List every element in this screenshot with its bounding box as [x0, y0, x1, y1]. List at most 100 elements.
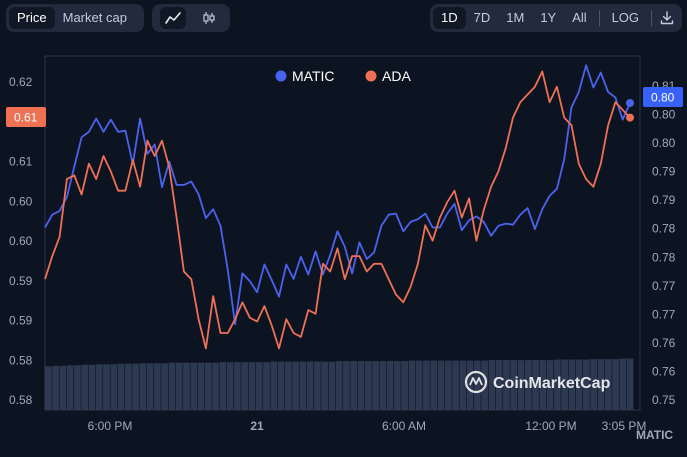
volume-bar [103, 364, 110, 410]
volume-bar [474, 360, 481, 410]
volume-bar [379, 361, 387, 410]
range-7d[interactable]: 7D [473, 10, 491, 25]
legend-ada-label: ADA [382, 68, 411, 84]
volume-bar [234, 362, 241, 410]
volume-bar [81, 364, 89, 410]
current-price-left-text: 0.61 [14, 111, 38, 125]
volume-bar [168, 362, 176, 410]
volume-bar [401, 361, 408, 410]
volume-bar [343, 361, 350, 410]
volume-bar [626, 358, 634, 410]
x-axis-tick-label: 3:05 PM [602, 419, 647, 433]
volume-bar [45, 366, 52, 410]
volume-bar [604, 359, 612, 410]
volume-bar [154, 363, 161, 410]
range-separator [598, 10, 600, 26]
range-1m[interactable]: 1M [506, 10, 525, 25]
left-axis-tick-label: 0.59 [9, 274, 33, 288]
x-axis-tick-label: 12:00 PM [525, 419, 576, 433]
volume-bar [110, 364, 118, 410]
volume-bar [452, 360, 459, 410]
current-price-right-text: 0.80 [651, 91, 675, 105]
volume-bar [524, 360, 532, 410]
coinmarketcap-logo-icon [464, 370, 488, 394]
legend-ada-marker [365, 70, 377, 82]
volume-bar [124, 363, 132, 410]
volume-bar [146, 363, 154, 410]
right-axis: 0.810.800.800.790.790.780.780.770.770.76… [652, 79, 676, 407]
volume-bar [314, 361, 321, 410]
chart-grid [44, 55, 641, 411]
volume-bar [350, 361, 358, 410]
right-axis-tick-label: 0.78 [652, 222, 676, 236]
left-axis-tick-label: 0.59 [9, 314, 33, 328]
right-axis-tick-label: 0.75 [652, 393, 676, 407]
x-axis-tick-label: 6:00 AM [382, 419, 426, 433]
volume-bar [357, 361, 365, 410]
volume-bar [284, 361, 292, 410]
volume-bar [408, 360, 416, 410]
volume-bar [197, 362, 205, 410]
volume-bar [183, 362, 190, 410]
tab-market-cap[interactable]: Market cap [62, 10, 127, 25]
candlestick-icon[interactable] [196, 7, 222, 29]
volume-bar [575, 359, 583, 410]
right-axis-unit-label: MATIC [636, 428, 673, 442]
volume-bar [561, 359, 568, 410]
line-chart-icon[interactable] [160, 7, 186, 29]
watermark-text: CoinMarketCap [493, 375, 611, 392]
left-axis-tick-label: 0.60 [9, 194, 33, 208]
legend: MATIC ADA [275, 68, 411, 84]
legend-matic-marker [275, 70, 287, 82]
volume-bar [568, 359, 576, 410]
right-axis-tick-label: 0.77 [652, 307, 676, 321]
left-axis-tick-label: 0.62 [9, 75, 33, 89]
volume-bar [372, 361, 379, 410]
volume-bar [415, 360, 423, 410]
range-1y[interactable]: 1Y [540, 10, 557, 25]
volume-bar [292, 361, 299, 410]
right-axis-tick-label: 0.77 [652, 279, 676, 293]
volume-bar [466, 360, 474, 410]
left-axis-tick-label: 0.58 [9, 393, 33, 407]
tab-price[interactable]: Price [9, 7, 55, 29]
volume-bar [117, 363, 125, 410]
x-axis-tick-label: 21 [250, 419, 264, 433]
volume-bar [74, 365, 81, 410]
range-1d[interactable]: 1D [433, 7, 466, 29]
volume-bar [204, 362, 212, 410]
range-selector: 1D 7D 1M 1Y All LOG [430, 4, 682, 32]
range-all[interactable]: All [572, 10, 587, 25]
volume-bar [59, 365, 67, 410]
volume-bar [386, 361, 394, 410]
download-icon[interactable] [656, 7, 679, 29]
left-axis-tick-label: 0.60 [9, 234, 33, 248]
volume-bar [219, 362, 227, 410]
volume-bar [546, 360, 554, 410]
volume-bar [583, 359, 590, 410]
volume-bar [88, 364, 96, 410]
volume-bars [45, 358, 634, 410]
volume-bar [488, 360, 496, 410]
log-toggle[interactable]: LOG [611, 10, 640, 25]
right-axis-tick-label: 0.76 [652, 364, 676, 378]
volume-bar [321, 361, 328, 410]
left-axis-tick-label: 0.61 [9, 155, 33, 169]
volume-bar [241, 362, 249, 410]
volume-bar [510, 360, 518, 410]
volume-bar [328, 361, 336, 410]
right-axis-tick-label: 0.78 [652, 250, 676, 264]
volume-bar [495, 360, 503, 410]
volume-bar [612, 359, 619, 410]
volume-bar [277, 361, 285, 410]
volume-bar [423, 360, 430, 410]
current-price-badge-left: 0.61 [6, 107, 46, 127]
legend-matic-label: MATIC [292, 68, 335, 84]
volume-bar [590, 359, 598, 410]
right-axis-tick-label: 0.79 [652, 193, 676, 207]
volume-bar [212, 362, 219, 410]
volume-bar [597, 359, 605, 410]
volume-bar [226, 362, 234, 410]
right-axis-tick-label: 0.76 [652, 336, 676, 350]
